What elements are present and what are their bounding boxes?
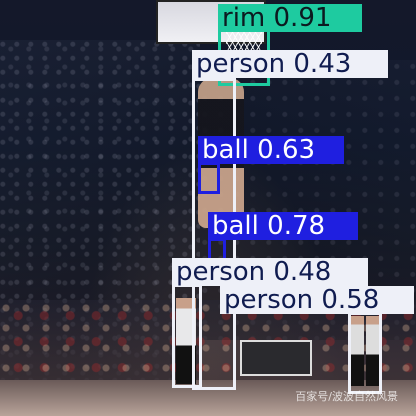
person-label-1-class: person [196,49,286,79]
person-label-3-class: person [224,285,314,315]
ball-label-2-score: 0.78 [267,211,326,241]
ball-label-2-class: ball [212,211,259,241]
scorer-table [240,340,312,376]
person-box-2 [172,284,202,388]
official-right-1 [350,316,364,386]
person-label-2-score: 0.48 [273,257,332,287]
person-label-2-class: person [176,257,266,287]
net [226,30,262,52]
rim-label: rim 0.91 [218,4,362,32]
watermark: 百家号/波波自然风景 [295,390,398,403]
person-label-1: person 0.43 [192,50,388,78]
ball-label-1-class: ball [202,135,249,165]
person-label-2: person 0.48 [172,258,368,286]
ball-box-1 [198,162,220,194]
ball-label-1: ball 0.63 [198,136,344,164]
courtside-crowd [0,300,416,385]
person-label-3-score: 0.58 [321,285,380,315]
ball-label-2: ball 0.78 [208,212,358,240]
court-floor [0,380,416,416]
rim-label-class: rim [222,3,266,33]
person-box-3 [348,312,382,394]
person-label-1-score: 0.43 [293,49,352,79]
referee [176,298,196,384]
official-right-2 [366,316,380,386]
person-label-3: person 0.58 [220,286,414,314]
ball-label-1-score: 0.63 [257,135,316,165]
rim-label-score: 0.91 [273,3,332,33]
